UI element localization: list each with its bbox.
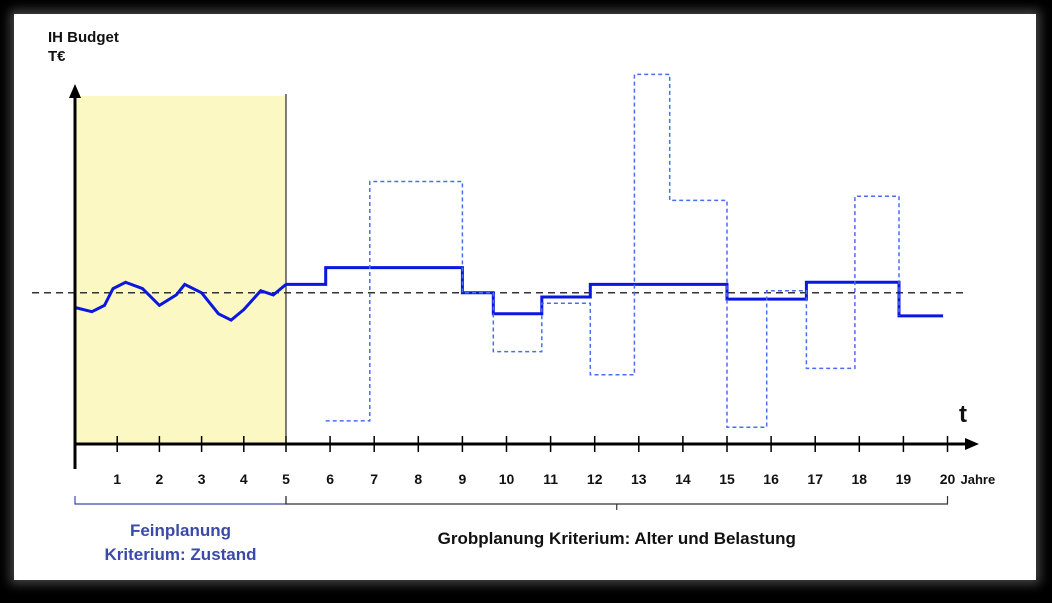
- x-tick-label: 10: [499, 471, 515, 487]
- x-tick-label: 20: [940, 471, 956, 487]
- feinplanung-bracket: [74, 496, 287, 505]
- x-tick-label: 19: [896, 471, 912, 487]
- chart-panel: 1 2 3 4 5 6 7 8 9 10 11 12 13 14 15 16 17 18 19 20 IH Budge…: [14, 14, 1036, 580]
- x-tick-label: 14: [675, 471, 691, 487]
- x-tick-label: 3: [198, 471, 206, 487]
- x-tick-label: 11: [543, 471, 558, 487]
- x-tick-label: 2: [156, 471, 164, 487]
- y-axis-arrow: [69, 84, 81, 98]
- x-tick-label: 1: [113, 471, 121, 487]
- x-tick-label: 18: [852, 471, 868, 487]
- x-tick-label: 6: [326, 471, 334, 487]
- feinplanung-criterion: Kriterium: Zustand: [104, 545, 256, 564]
- chart-svg: 1 2 3 4 5 6 7 8 9 10 11 12 13 14 15 16 17 18 19 20 IH Budge…: [32, 29, 996, 564]
- series-dashed-line: [325, 73, 900, 428]
- x-tick-label: 7: [370, 471, 378, 487]
- grobplanung-bracket: [285, 496, 949, 505]
- series-fine-line: [74, 280, 287, 322]
- series-step-line: [286, 266, 944, 318]
- y-axis-label-line2: T€: [48, 48, 66, 65]
- x-tick-label: 5: [282, 471, 290, 487]
- x-tick-label: 17: [807, 471, 823, 487]
- x-tick-label: 13: [631, 471, 647, 487]
- feinplanung-label: Feinplanung: [130, 521, 231, 540]
- grobplanung-label: Grobplanung Kriterium: Alter und Belastu…: [438, 529, 796, 548]
- t-axis-label: t: [959, 401, 967, 428]
- series-layer: [74, 73, 944, 428]
- x-tick-label: 15: [719, 471, 735, 487]
- x-tick-label: 12: [587, 471, 603, 487]
- feinplanung-region: [75, 96, 286, 444]
- x-tick-label: 9: [459, 471, 467, 487]
- tick-layer: 1 2 3 4 5 6 7 8 9 10 11 12 13 14 15 16 17 18 19 20: [113, 436, 955, 487]
- y-axis-label-line1: IH Budget: [48, 29, 119, 46]
- x-axis-unit-label: Jahre: [961, 472, 996, 487]
- x-tick-label: 16: [763, 471, 779, 487]
- x-axis-arrow: [965, 438, 979, 450]
- x-tick-label: 8: [414, 471, 422, 487]
- x-tick-label: 4: [240, 471, 248, 487]
